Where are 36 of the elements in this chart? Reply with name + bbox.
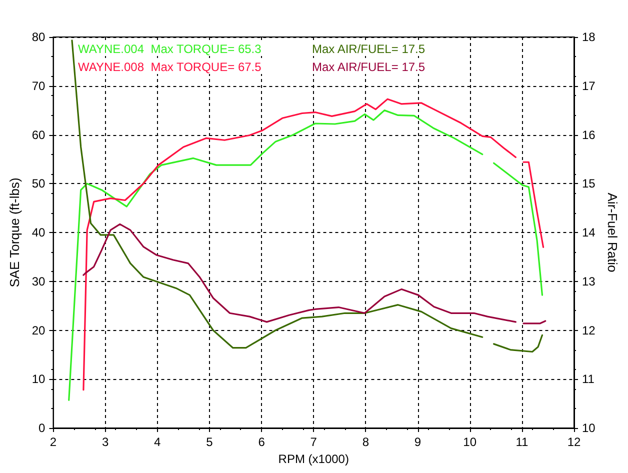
x-tick-label: 5 xyxy=(206,435,214,449)
y2-tick-label: 14 xyxy=(582,226,596,240)
y2-tick-label: 16 xyxy=(582,128,596,142)
text: Max AIR/FUEL= 17.5 xyxy=(312,42,426,56)
x-tick-label: 11 xyxy=(516,435,528,449)
y-tick-label: 20 xyxy=(32,323,46,338)
x-tick-label: 7 xyxy=(310,435,318,449)
y-tick-label: 50 xyxy=(32,176,46,191)
y2-tick-label: 18 xyxy=(582,30,596,44)
y2-tick-label: 12 xyxy=(582,323,596,338)
x-tick-label: 6 xyxy=(258,435,266,449)
x-tick-label: 9 xyxy=(414,435,422,449)
x-axis-title: RPM (x1000) xyxy=(278,452,349,466)
y2-tick-label: 17 xyxy=(582,78,596,93)
y-tick-label: 60 xyxy=(32,128,46,142)
y-tick-label: 0 xyxy=(38,421,46,435)
y2-axis-title: Air-Fuel Ratio xyxy=(605,192,620,272)
text: WAYNE.008 Max TORQUE= 67.5 xyxy=(78,60,262,74)
y2-tick-label: 10 xyxy=(582,421,596,435)
text: Max AIR/FUEL= 17.5 xyxy=(312,60,426,74)
x-tick-label: 4 xyxy=(154,435,162,449)
y-tick-label: 10 xyxy=(32,372,46,386)
x-tick-label: 2 xyxy=(50,435,57,449)
y-tick-label: 70 xyxy=(32,78,46,93)
y-tick-label: 30 xyxy=(32,274,46,288)
y-tick-label: 80 xyxy=(32,30,46,44)
text: WAYNE.004 Max TORQUE= 65.3 xyxy=(78,42,262,56)
y2-tick-label: 13 xyxy=(582,274,596,288)
x-tick-label: 12 xyxy=(567,435,581,449)
x-tick-label: 8 xyxy=(362,435,370,449)
y-axis-title: SAE Torque (ft-lbs) xyxy=(7,178,22,288)
x-tick-label: 10 xyxy=(463,435,477,449)
y2-tick-label: 11 xyxy=(582,372,595,386)
y2-tick-label: 15 xyxy=(582,176,596,191)
y-tick-label: 40 xyxy=(32,226,46,240)
x-tick-label: 3 xyxy=(102,435,109,449)
